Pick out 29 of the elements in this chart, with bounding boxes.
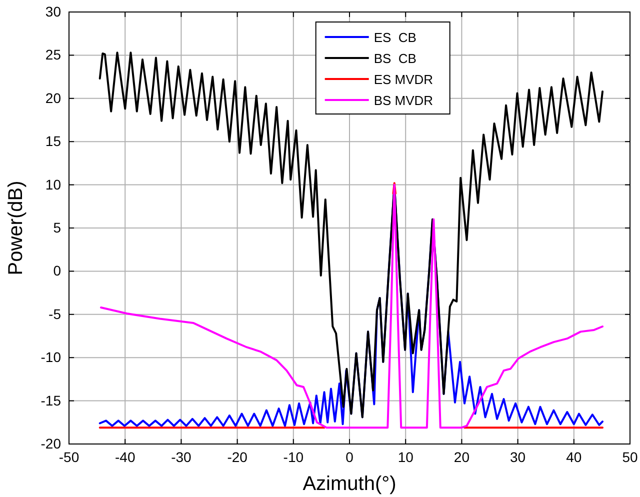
y-tick-label: -20: [40, 435, 62, 452]
x-tick-label: 30: [510, 448, 526, 465]
y-tick-label: 25: [45, 46, 62, 63]
x-tick-label: 0: [346, 448, 354, 465]
y-tick-label: 15: [45, 133, 62, 150]
y-tick-label: 20: [45, 90, 62, 106]
x-tick-label: -20: [227, 448, 248, 465]
y-axis-title: Power(dB): [5, 180, 27, 276]
x-tick-label: 20: [454, 448, 470, 465]
x-tick-label: 40: [566, 448, 582, 465]
line-series: [98, 52, 604, 418]
x-tick-label: 10: [398, 448, 414, 465]
y-tick-label: 30: [45, 3, 62, 20]
x-tick-label: -50: [58, 448, 80, 465]
y-tick-label: -10: [40, 349, 62, 366]
y-tick-label: 10: [45, 176, 62, 192]
x-tick-label: -40: [114, 448, 136, 465]
x-tick-label: -10: [283, 448, 304, 465]
y-tick-label: 5: [53, 219, 62, 236]
x-tick-label: -30: [171, 448, 192, 465]
y-tick-label: -15: [40, 392, 62, 408]
y-tick-label: -5: [48, 306, 62, 322]
legend-label: BS CB: [374, 51, 416, 66]
legend-label: BS MVDR: [374, 93, 434, 108]
legend-label: ES CB: [374, 30, 416, 45]
legend-label: ES MVDR: [374, 72, 434, 87]
y-tick-label: 0: [53, 262, 62, 279]
x-axis-title: Azimuth(°): [302, 473, 396, 495]
x-tick-label: 50: [622, 448, 638, 465]
